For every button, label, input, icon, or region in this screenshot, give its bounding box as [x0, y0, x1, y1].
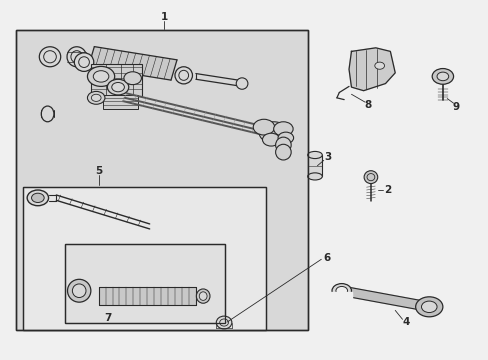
Ellipse shape — [72, 284, 86, 297]
Circle shape — [87, 91, 105, 104]
Text: 7: 7 — [104, 312, 112, 323]
Circle shape — [107, 79, 128, 95]
Polygon shape — [330, 292, 352, 299]
Bar — [307, 155, 322, 176]
Text: 4: 4 — [402, 317, 409, 327]
Ellipse shape — [275, 144, 290, 160]
Circle shape — [123, 72, 141, 85]
Text: 9: 9 — [451, 102, 459, 112]
Ellipse shape — [79, 57, 89, 67]
Text: 3: 3 — [324, 152, 331, 162]
Text: 6: 6 — [323, 253, 330, 263]
Text: 1: 1 — [161, 12, 167, 22]
Ellipse shape — [364, 171, 377, 184]
Bar — [23, 187, 266, 330]
Ellipse shape — [74, 53, 94, 71]
Circle shape — [431, 68, 453, 84]
Bar — [91, 64, 142, 96]
Circle shape — [436, 72, 448, 81]
Ellipse shape — [39, 47, 61, 67]
Ellipse shape — [175, 67, 192, 84]
Circle shape — [93, 71, 109, 82]
Text: 8: 8 — [364, 100, 371, 110]
Polygon shape — [340, 286, 430, 311]
Text: 5: 5 — [95, 166, 102, 176]
Circle shape — [421, 301, 436, 312]
Ellipse shape — [67, 47, 86, 67]
Bar — [16, 30, 307, 330]
Circle shape — [273, 122, 292, 136]
Ellipse shape — [41, 106, 54, 122]
Circle shape — [253, 119, 274, 135]
Ellipse shape — [71, 51, 82, 63]
Circle shape — [112, 82, 124, 92]
Bar — [103, 95, 137, 109]
Ellipse shape — [307, 152, 322, 158]
Ellipse shape — [307, 173, 322, 180]
Ellipse shape — [219, 319, 228, 326]
Bar — [23, 187, 266, 330]
Ellipse shape — [199, 292, 206, 300]
Circle shape — [91, 94, 101, 102]
Bar — [16, 30, 307, 330]
Text: 2: 2 — [384, 185, 391, 195]
Circle shape — [87, 66, 115, 86]
Circle shape — [415, 297, 442, 317]
Ellipse shape — [216, 316, 231, 329]
Polygon shape — [88, 47, 177, 80]
Polygon shape — [348, 48, 394, 91]
Circle shape — [31, 193, 44, 203]
Ellipse shape — [275, 137, 290, 153]
Ellipse shape — [179, 70, 188, 80]
Ellipse shape — [43, 51, 56, 63]
Circle shape — [374, 62, 384, 69]
Circle shape — [27, 190, 48, 206]
Bar — [64, 244, 224, 323]
Circle shape — [278, 132, 293, 144]
Circle shape — [331, 284, 351, 298]
Ellipse shape — [67, 279, 91, 302]
Bar — [99, 287, 196, 305]
Circle shape — [335, 287, 347, 295]
Ellipse shape — [236, 78, 247, 89]
Circle shape — [259, 122, 287, 143]
Bar — [64, 244, 224, 323]
Circle shape — [262, 133, 280, 146]
Ellipse shape — [196, 289, 209, 303]
